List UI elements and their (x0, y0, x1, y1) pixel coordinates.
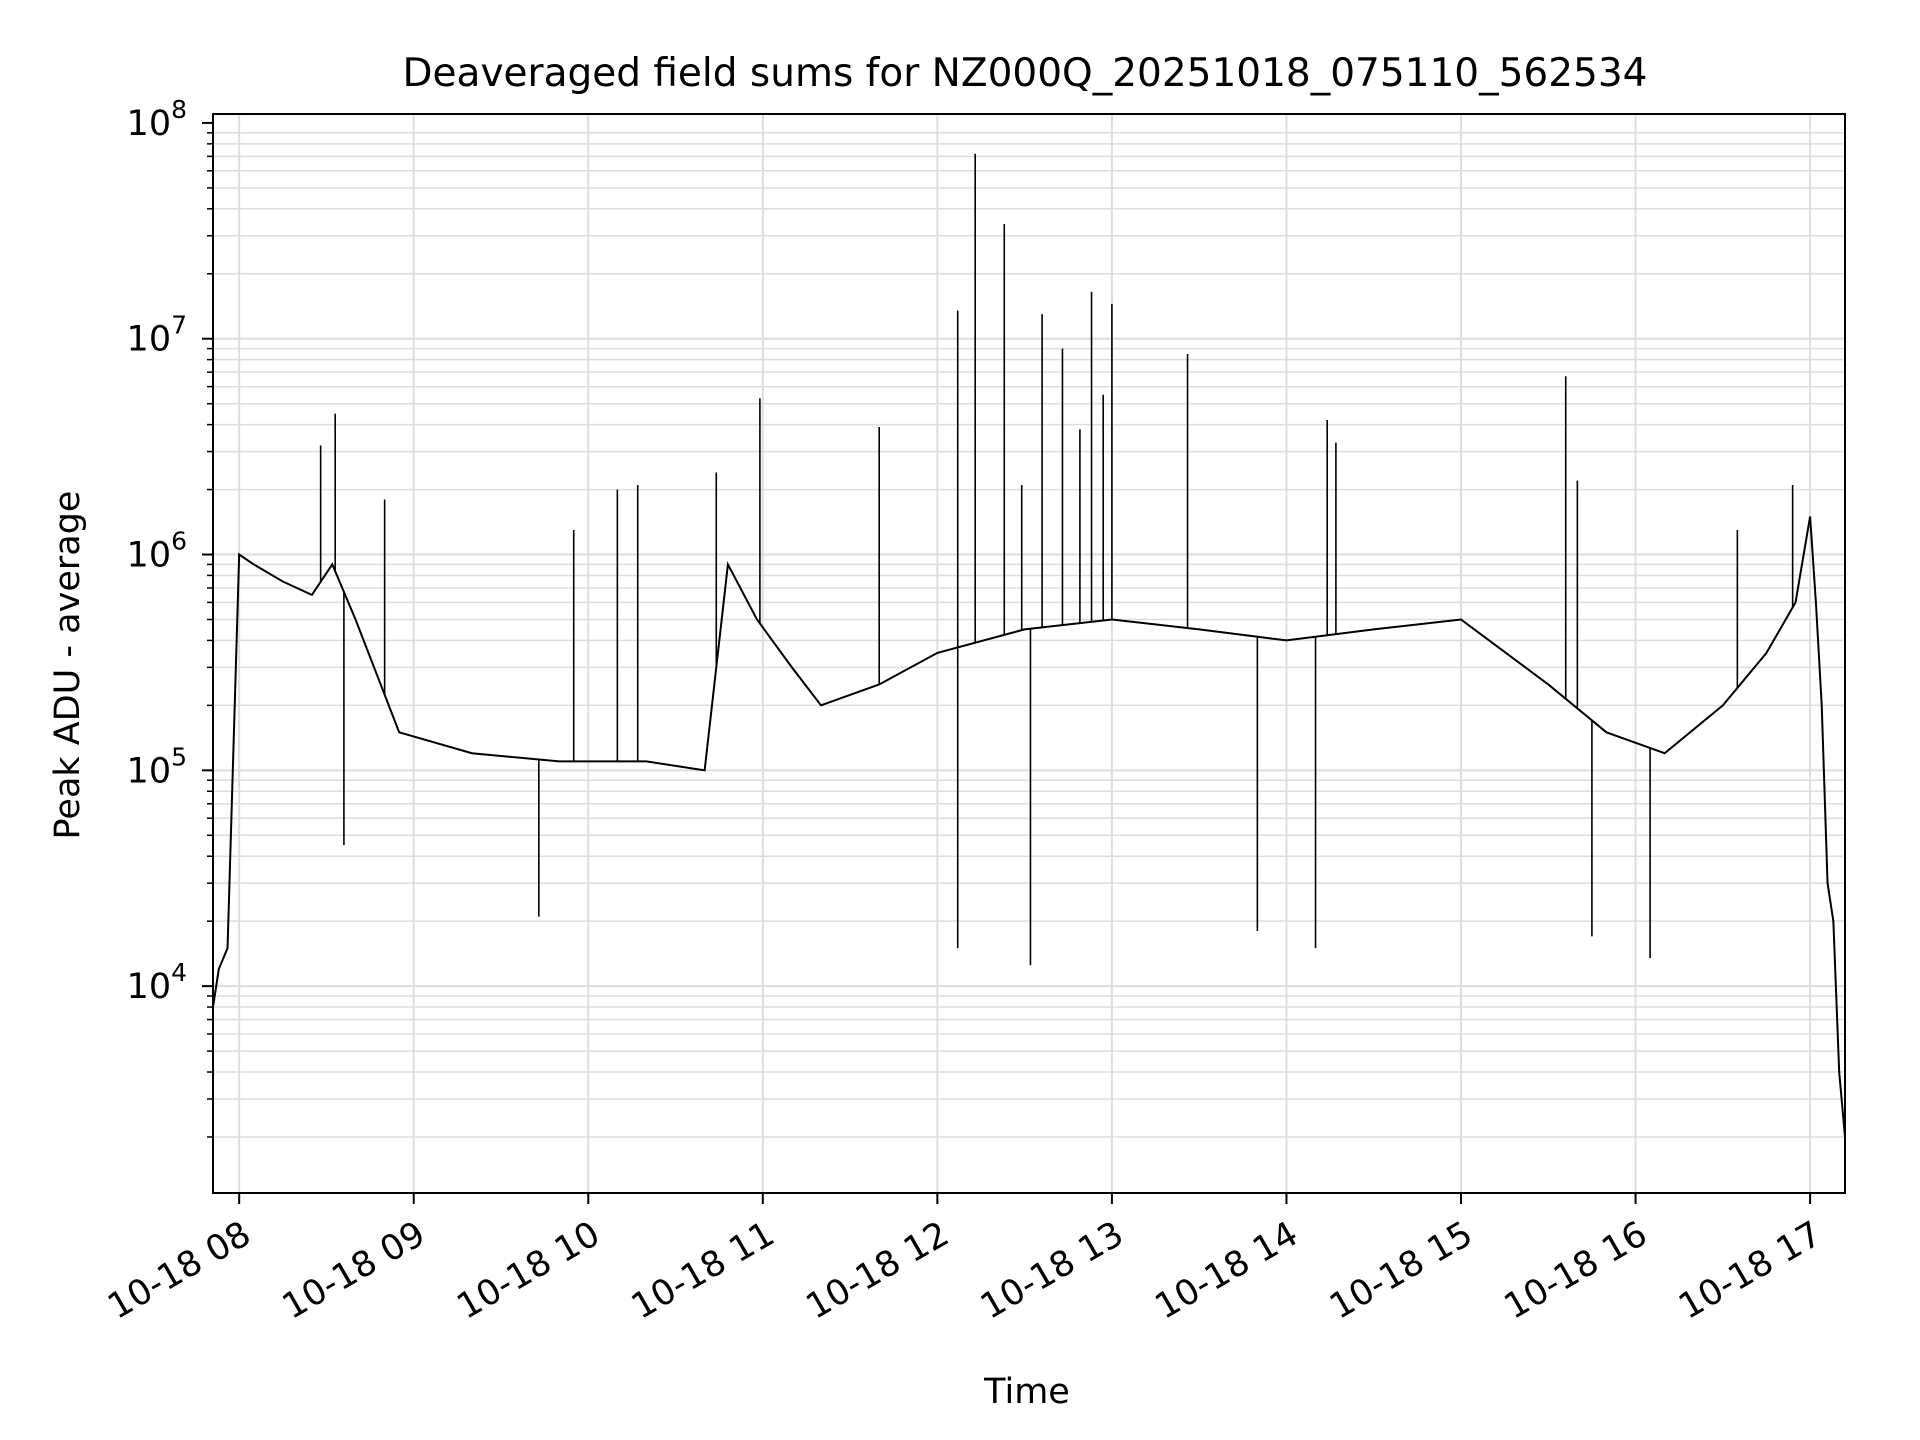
grid (213, 114, 1845, 1193)
y-tick-label: 106 (127, 527, 187, 576)
data-series (212, 153, 1846, 1138)
y-tick-label: 105 (127, 742, 187, 791)
plot-frame (212, 113, 1846, 1194)
y-axis-label: Peak ADU - average (48, 491, 88, 840)
series-line (212, 516, 1846, 1138)
x-axis-label: Time (983, 1372, 1070, 1412)
chart-title: Deaveraged field sums for NZ000Q_2025101… (403, 51, 1648, 96)
